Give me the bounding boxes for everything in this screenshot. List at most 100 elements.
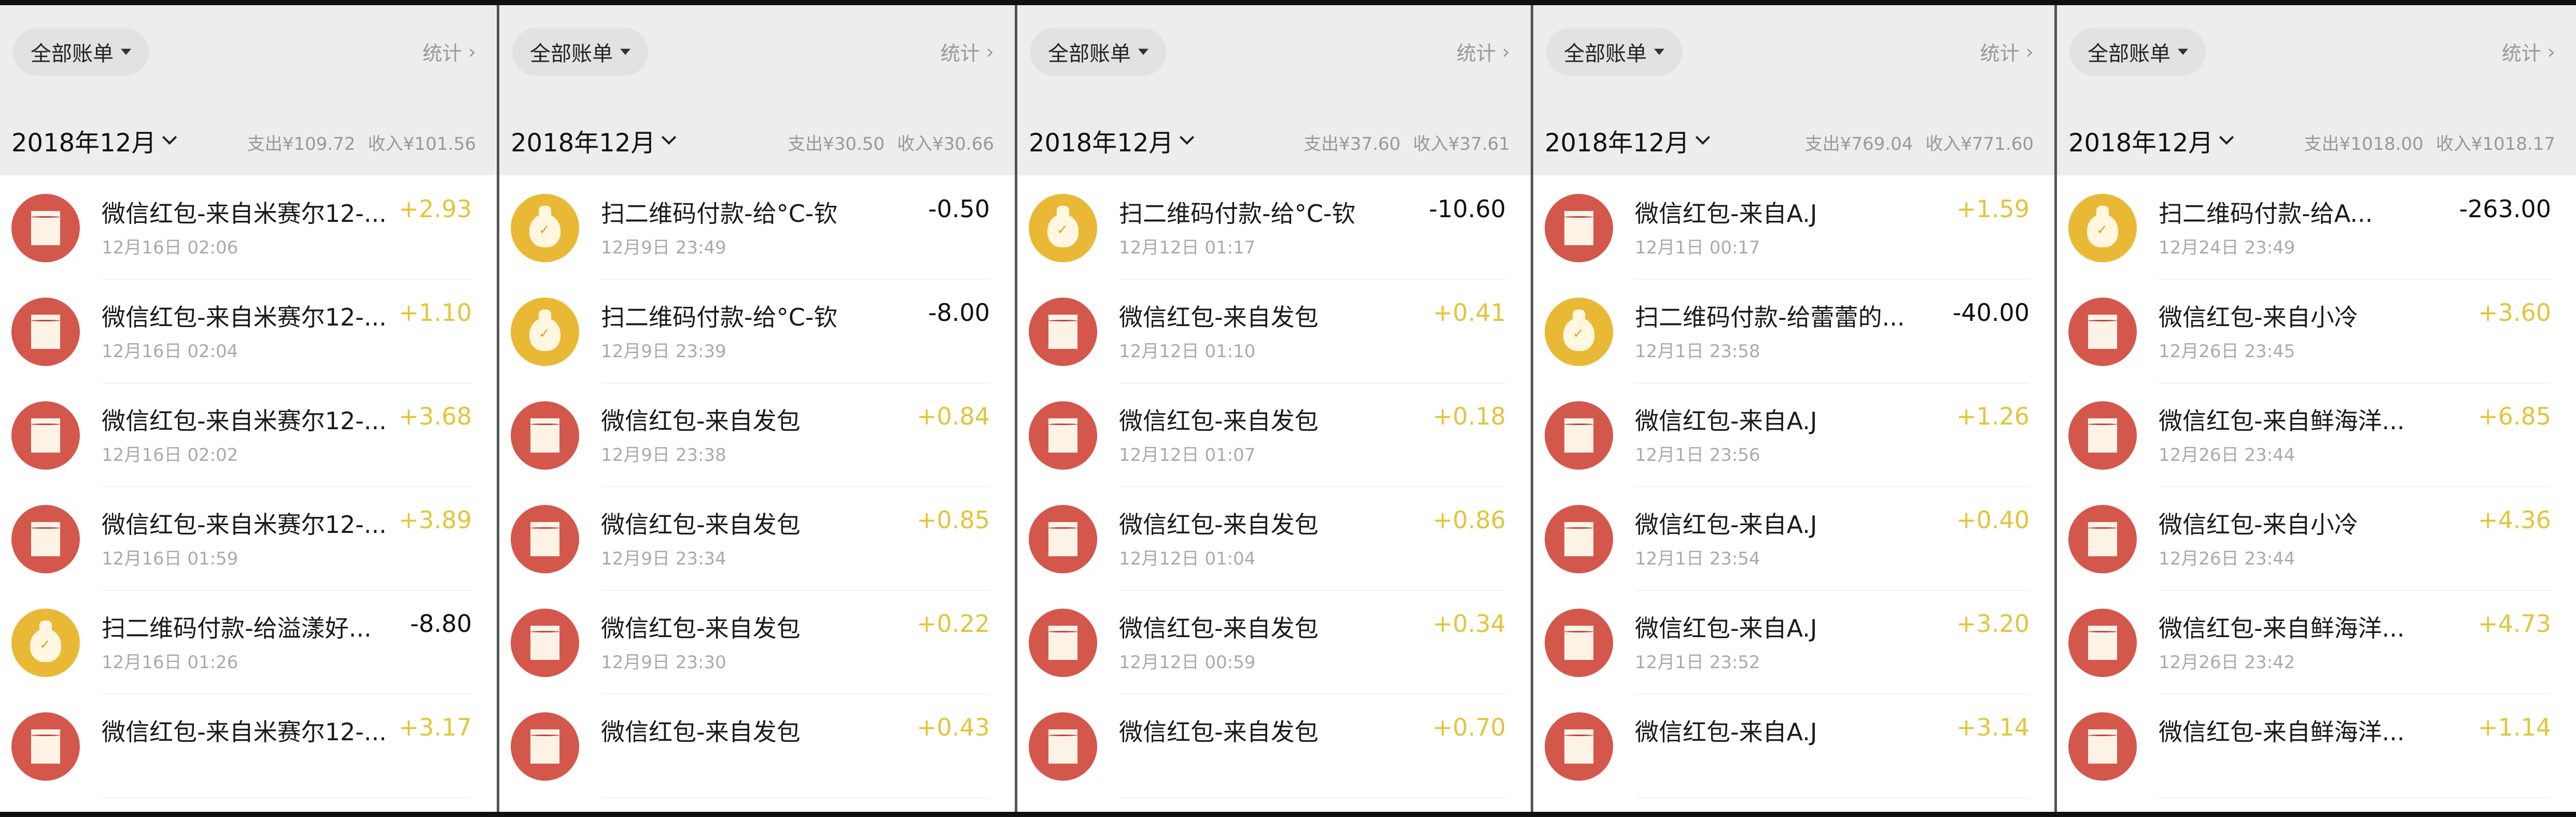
- red-packet-icon: [1029, 298, 1097, 366]
- transaction-row[interactable]: 扫二维码付款-给°C-钦 12月9日 23:39 -8.00: [499, 280, 1015, 384]
- transaction-amount: -8.00: [928, 299, 990, 327]
- transaction-row[interactable]: 微信红包-来自发包 12月9日 23:38 +0.84: [499, 384, 1015, 487]
- month-selector[interactable]: 2018年12月: [1029, 122, 1195, 159]
- transaction-row[interactable]: 微信红包-来自A.J 12月1日 23:52 +3.20: [1533, 591, 2054, 695]
- bill-list-screen: 全部账单 统计 › 2018年12月 支出¥30.50 收入¥30.66: [499, 5, 1017, 812]
- filter-label: 全部账单: [1048, 42, 1131, 66]
- envelope-glyph: [2088, 626, 2117, 660]
- envelope-glyph: [1048, 626, 1077, 660]
- red-packet-icon: [11, 505, 80, 573]
- transaction-row[interactable]: 微信红包-来自A.J 12月1日 23:54 +0.40: [1533, 487, 2054, 591]
- transaction-row[interactable]: 微信红包-来自发包 12月12日 00:59 +0.34: [1017, 591, 1531, 695]
- statistics-label: 统计: [1456, 42, 1496, 65]
- transaction-title: 微信红包-来自A.J: [1635, 718, 1817, 746]
- bag-glyph: [529, 309, 561, 351]
- transaction-row[interactable]: 微信红包-来自米赛尔12-... 12月16日 02:04 +1.10: [0, 280, 497, 384]
- bag-glyph: [30, 621, 61, 662]
- envelope-glyph: [530, 522, 559, 556]
- all-bills-filter-button[interactable]: 全部账单: [2070, 28, 2206, 76]
- transaction-row[interactable]: 微信红包-来自小冷 12月26日 23:44 +4.36: [2057, 487, 2576, 591]
- transaction-row[interactable]: 微信红包-来自鲜海洋... +1.14: [2057, 695, 2576, 798]
- envelope-glyph: [31, 211, 60, 245]
- caret-down-icon: [1654, 49, 1664, 55]
- transaction-row[interactable]: 扫二维码付款-给溢漾好... 12月16日 01:26 -8.80: [0, 591, 497, 695]
- transaction-amount: +3.17: [399, 713, 472, 741]
- bill-list-screen: 全部账单 统计 › 2018年12月 支出¥1018.00 收入¥1018.17: [2057, 5, 2576, 812]
- transaction-title: 扫二维码付款-给°C-钦: [1119, 200, 1356, 228]
- transaction-row[interactable]: 微信红包-来自米赛尔12-... 12月16日 01:59 +3.89: [0, 487, 497, 591]
- statistics-label: 统计: [1980, 42, 2020, 65]
- transaction-row[interactable]: 微信红包-来自米赛尔12-... +3.17: [0, 695, 497, 798]
- row-divider: [601, 590, 990, 591]
- red-packet-icon: [11, 298, 80, 366]
- transaction-title: 微信红包-来自鲜海洋...: [2159, 407, 2405, 435]
- bag-glyph: [1563, 309, 1594, 351]
- transaction-row[interactable]: 微信红包-来自发包 12月12日 01:10 +0.41: [1017, 280, 1531, 384]
- envelope-glyph: [1564, 418, 1593, 453]
- month-selector[interactable]: 2018年12月: [11, 122, 177, 159]
- transaction-row[interactable]: 微信红包-来自发包 12月9日 23:34 +0.85: [499, 487, 1015, 591]
- row-divider: [601, 383, 990, 384]
- expense-total: 支出¥769.04: [1804, 134, 1913, 154]
- transaction-row[interactable]: 微信红包-来自A.J +3.14: [1533, 695, 2054, 798]
- transaction-date: 12月12日 00:59: [1119, 652, 1256, 673]
- all-bills-filter-button[interactable]: 全部账单: [13, 28, 149, 76]
- statistics-link[interactable]: 统计 ›: [2502, 37, 2555, 66]
- month-selector[interactable]: 2018年12月: [511, 122, 677, 159]
- transaction-row[interactable]: 扫二维码付款-给蕾蕾的... 12月1日 23:58 -40.00: [1533, 280, 2054, 384]
- chevron-down-icon: [662, 130, 677, 145]
- transaction-row[interactable]: 微信红包-来自A.J 12月1日 23:56 +1.26: [1533, 384, 2054, 487]
- all-bills-filter-button[interactable]: 全部账单: [512, 28, 648, 76]
- transaction-row[interactable]: 微信红包-来自小冷 12月26日 23:45 +3.60: [2057, 280, 2576, 384]
- statistics-link[interactable]: 统计 ›: [1980, 37, 2034, 66]
- transaction-title: 微信红包-来自发包: [1119, 511, 1319, 539]
- row-divider: [2159, 694, 2551, 695]
- envelope-glyph: [530, 729, 559, 764]
- transaction-row[interactable]: 微信红包-来自发包 12月12日 01:04 +0.86: [1017, 487, 1531, 591]
- transaction-amount: +0.18: [1433, 402, 1506, 430]
- month-selector[interactable]: 2018年12月: [1545, 122, 1711, 159]
- transaction-date: 12月9日 23:38: [601, 445, 726, 466]
- transaction-row[interactable]: 微信红包-来自发包 12月12日 01:07 +0.18: [1017, 384, 1531, 487]
- statistics-link[interactable]: 统计 ›: [1457, 37, 1510, 66]
- chevron-right-icon: ›: [2547, 40, 2555, 63]
- transaction-list: 扫二维码付款-给°C-钦 12月9日 23:49 -0.50 扫二维码付款-给°…: [499, 176, 1015, 798]
- row-divider: [601, 694, 990, 695]
- all-bills-filter-button[interactable]: 全部账单: [1546, 28, 1682, 76]
- month-summary: 支出¥37.60 收入¥37.61: [1304, 130, 1510, 155]
- month-label: 2018年12月: [1545, 129, 1690, 158]
- transaction-list: 微信红包-来自米赛尔12-... 12月16日 02:06 +2.93 微信红包…: [0, 176, 497, 798]
- envelope-glyph: [2088, 522, 2117, 556]
- month-selector[interactable]: 2018年12月: [2068, 122, 2234, 159]
- transaction-date: 12月16日 01:59: [102, 548, 239, 569]
- money-bag-icon: [511, 298, 579, 366]
- envelope-glyph: [1048, 522, 1077, 556]
- red-packet-icon: [511, 609, 579, 677]
- transaction-row[interactable]: 微信红包-来自米赛尔12-... 12月16日 02:02 +3.68: [0, 384, 497, 487]
- transaction-row[interactable]: 扫二维码付款-给°C-钦 12月9日 23:49 -0.50: [499, 176, 1015, 280]
- all-bills-filter-button[interactable]: 全部账单: [1030, 28, 1166, 76]
- transaction-row[interactable]: 微信红包-来自A.J 12月1日 00:17 +1.59: [1533, 176, 2054, 280]
- transaction-title: 微信红包-来自米赛尔12-...: [102, 303, 387, 331]
- statistics-link[interactable]: 统计 ›: [423, 37, 476, 66]
- transaction-row[interactable]: 扫二维码付款-给°C-钦 12月12日 01:17 -10.60: [1017, 176, 1531, 280]
- red-packet-icon: [11, 194, 80, 262]
- transaction-row[interactable]: 扫二维码付款-给A... 12月24日 23:49 -263.00: [2057, 176, 2576, 280]
- transaction-row[interactable]: 微信红包-来自米赛尔12-... 12月16日 02:06 +2.93: [0, 176, 497, 280]
- transaction-date: 12月26日 23:44: [2159, 548, 2295, 569]
- transaction-title: 微信红包-来自发包: [1119, 407, 1319, 435]
- transaction-date: 12月1日 00:17: [1635, 237, 1760, 258]
- bill-header: 全部账单 统计 › 2018年12月 支出¥769.04 收入¥771.60: [1533, 5, 2054, 175]
- statistics-link[interactable]: 统计 ›: [941, 37, 994, 66]
- transaction-row[interactable]: 微信红包-来自鲜海洋... 12月26日 23:42 +4.73: [2057, 591, 2576, 695]
- money-bag-icon: [1545, 298, 1613, 366]
- transaction-row[interactable]: 微信红包-来自发包 +0.43: [499, 695, 1015, 798]
- money-bag-icon: [1029, 194, 1097, 262]
- transaction-row[interactable]: 微信红包-来自发包 12月9日 23:30 +0.22: [499, 591, 1015, 695]
- transaction-row[interactable]: 微信红包-来自鲜海洋... 12月26日 23:44 +6.85: [2057, 384, 2576, 487]
- transaction-row[interactable]: 微信红包-来自发包 +0.70: [1017, 695, 1531, 798]
- row-divider: [601, 279, 990, 280]
- transaction-title: 微信红包-来自米赛尔12-...: [102, 407, 387, 435]
- envelope-glyph: [2088, 418, 2117, 453]
- row-divider: [2159, 486, 2551, 487]
